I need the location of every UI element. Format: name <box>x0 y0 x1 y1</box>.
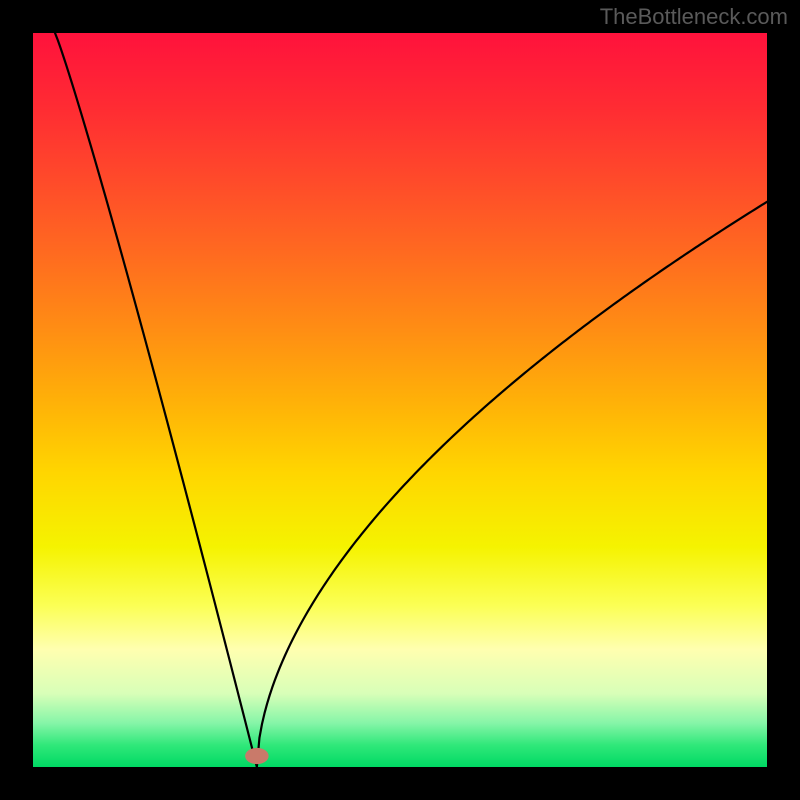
chart-container: TheBottleneck.com <box>0 0 800 800</box>
watermark-text: TheBottleneck.com <box>600 4 788 30</box>
plot-svg <box>33 33 767 767</box>
plot-area <box>33 33 767 767</box>
gradient-background <box>33 33 767 767</box>
vertex-marker <box>245 748 268 764</box>
